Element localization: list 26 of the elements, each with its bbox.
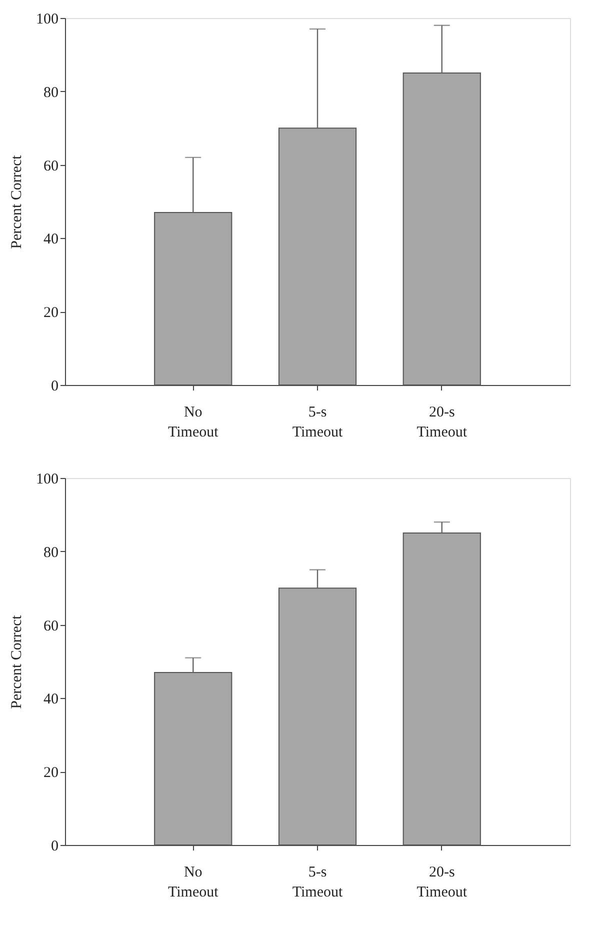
y-tick-label: 40 xyxy=(44,232,58,248)
y-tick-label: 80 xyxy=(44,84,58,101)
x-tick-label: No Timeout xyxy=(168,864,220,900)
bar xyxy=(154,672,232,846)
y-tick-label: 0 xyxy=(51,378,58,394)
y-tick-label: 60 xyxy=(44,618,58,634)
y-tick-label: 0 xyxy=(51,838,58,854)
y-axis-title: Percent Correct xyxy=(9,614,25,709)
y-tick-label: 20 xyxy=(44,765,58,782)
bar xyxy=(278,128,357,386)
x-tick-label: 5-s Timeout xyxy=(292,404,344,440)
y-tick-label: 100 xyxy=(36,472,58,488)
y-axis-title: Percent Correct xyxy=(9,154,25,249)
y-tick-label: 20 xyxy=(44,305,58,322)
y-tick-label: 40 xyxy=(44,692,58,708)
bar xyxy=(402,72,481,386)
y-tick-label: 80 xyxy=(44,544,58,561)
y-tick-label: 100 xyxy=(36,12,58,28)
bar xyxy=(154,212,232,386)
bar xyxy=(278,588,357,846)
x-tick-label: 20-s Timeout xyxy=(416,864,468,900)
x-tick-label: 5-s Timeout xyxy=(292,864,344,900)
bar xyxy=(402,532,481,846)
x-tick-label: No Timeout xyxy=(168,404,220,440)
y-tick-label: 60 xyxy=(44,158,58,174)
x-tick-label: 20-s Timeout xyxy=(416,404,468,440)
